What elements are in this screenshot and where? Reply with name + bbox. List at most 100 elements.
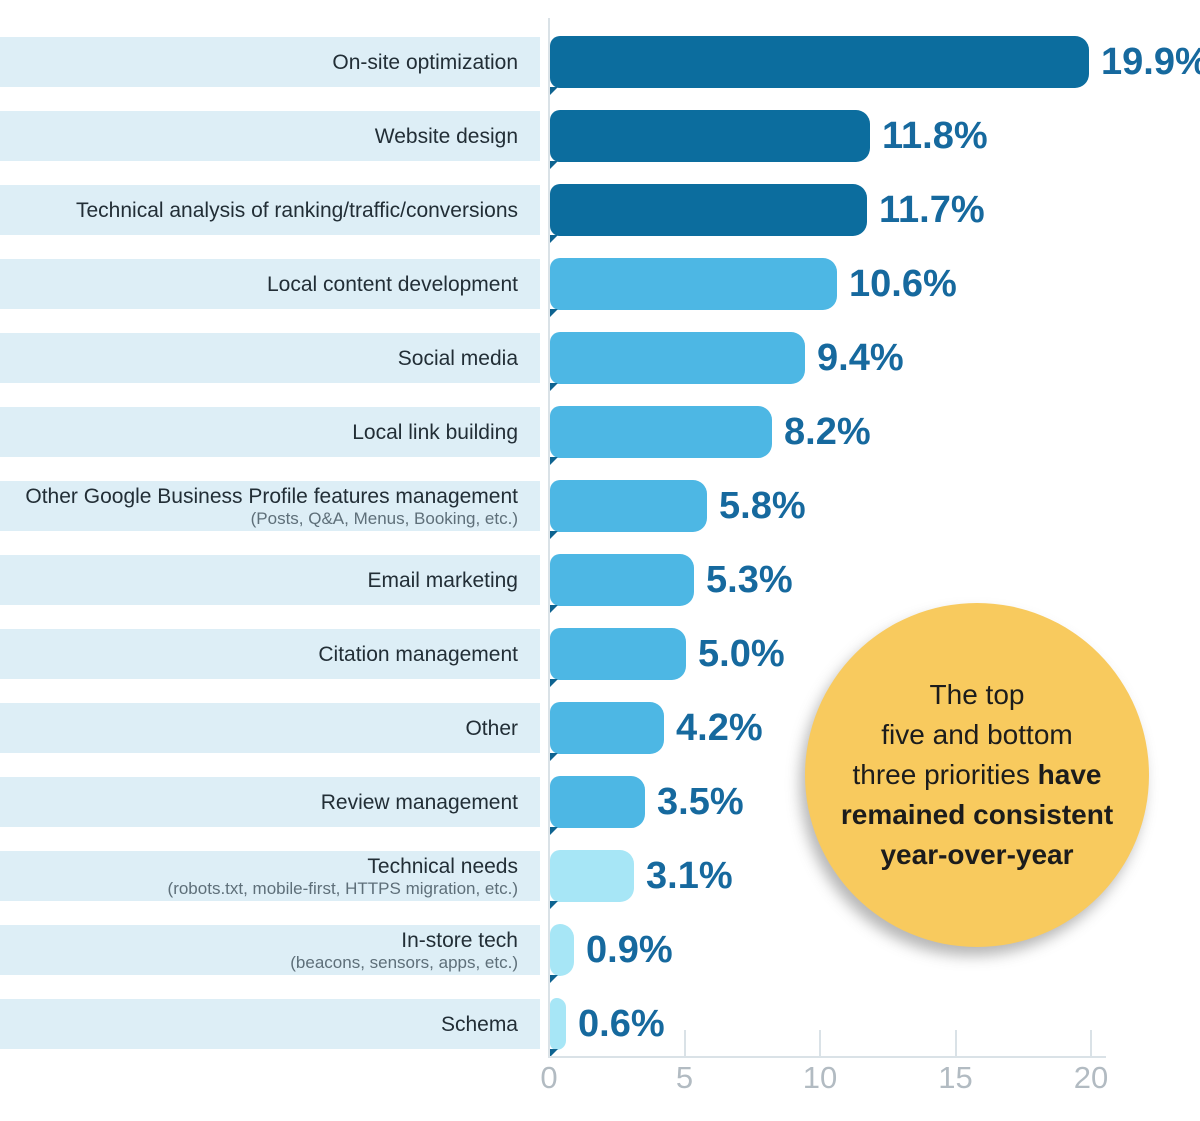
bar-tail-icon — [550, 1049, 558, 1057]
category-label-band: Local link building — [0, 407, 540, 457]
chart-row: Website design 11.8% — [0, 110, 1200, 169]
callout-line-3-regular: three priorities — [852, 759, 1038, 790]
x-axis-tick — [683, 1030, 686, 1056]
x-axis-tick — [819, 1030, 821, 1056]
y-axis-line — [548, 18, 550, 1058]
category-label-band: Schema — [0, 999, 540, 1049]
bar-tail-icon — [550, 531, 558, 539]
category-label-band: Other Google Business Profile features m… — [0, 481, 540, 531]
value-label: 10.6% — [849, 263, 957, 305]
bar-tail-icon — [550, 679, 558, 687]
value-label: 8.2% — [784, 411, 871, 453]
category-sublabel: (Posts, Q&A, Menus, Booking, etc.) — [250, 508, 518, 528]
category-label-band: Other — [0, 703, 540, 753]
bar-tail-icon — [550, 87, 558, 95]
callout-line-1: The top — [929, 679, 1025, 710]
callout-line-3-bold: have — [1037, 759, 1102, 790]
value-label: 5.3% — [706, 559, 793, 601]
callout-line-2: five and bottom — [881, 719, 1073, 750]
category-label: Schema — [440, 1012, 518, 1036]
category-label: Local content development — [266, 272, 518, 296]
category-label: Website design — [374, 124, 518, 148]
chart-row: Schema 0.6% — [0, 998, 1200, 1057]
bar-tail-icon — [550, 827, 558, 835]
category-label-band: Social media — [0, 333, 540, 383]
bar — [550, 924, 574, 983]
category-label-band: Website design — [0, 111, 540, 161]
x-axis-tick-label: 0 — [540, 1060, 558, 1095]
x-axis-tick-label: 20 — [1073, 1060, 1109, 1095]
category-label-band: Technical analysis of ranking/traffic/co… — [0, 185, 540, 235]
bar — [550, 36, 1089, 95]
value-label: 19.9% — [1101, 41, 1200, 83]
category-label: Other Google Business Profile features m… — [25, 484, 518, 508]
value-label: 0.9% — [586, 929, 673, 971]
category-label-band: Citation management — [0, 629, 540, 679]
bar-tail-icon — [550, 901, 558, 909]
bar — [550, 554, 694, 613]
category-label: Citation management — [318, 642, 518, 666]
callout-text: The top five and bottom three priorities… — [841, 675, 1113, 875]
chart-row: Other 4.2% — [0, 702, 1200, 761]
chart-row: Technical needs (robots.txt, mobile-firs… — [0, 850, 1200, 909]
bar-tail-icon — [550, 383, 558, 391]
value-label: 3.1% — [646, 855, 733, 897]
chart-row: In-store tech (beacons, sensors, apps, e… — [0, 924, 1200, 983]
category-label: On-site optimization — [332, 50, 518, 74]
category-label: Technical needs — [367, 854, 518, 878]
bar — [550, 850, 634, 909]
value-label: 0.6% — [578, 1003, 665, 1045]
chart-row: Citation management 5.0% — [0, 628, 1200, 687]
category-label-band: Technical needs (robots.txt, mobile-firs… — [0, 851, 540, 901]
bar-tail-icon — [550, 161, 558, 169]
value-label: 3.5% — [657, 781, 744, 823]
category-label: In-store tech — [401, 928, 518, 952]
category-label: Technical analysis of ranking/traffic/co… — [76, 198, 518, 222]
category-label: Other — [465, 716, 518, 740]
bar — [550, 628, 686, 687]
category-label: Local link building — [352, 420, 518, 444]
x-axis-tick-label: 5 — [675, 1060, 694, 1095]
x-axis-tick-label: 15 — [938, 1060, 973, 1095]
category-label-band: On-site optimization — [0, 37, 540, 87]
category-label-band: Local content development — [0, 259, 540, 309]
bar — [550, 480, 707, 539]
bar-tail-icon — [550, 975, 558, 983]
bar — [550, 776, 645, 835]
bar-tail-icon — [550, 753, 558, 761]
chart-row: Technical analysis of ranking/traffic/co… — [0, 184, 1200, 243]
category-label-band: Email marketing — [0, 555, 540, 605]
category-sublabel: (beacons, sensors, apps, etc.) — [290, 952, 518, 972]
bar — [550, 258, 837, 317]
x-axis-line — [548, 1056, 1106, 1058]
chart-row: Local content development 10.6% — [0, 258, 1200, 317]
value-label: 5.0% — [698, 633, 785, 675]
value-label: 9.4% — [817, 337, 904, 379]
bar — [550, 702, 664, 761]
x-axis-tick — [954, 1030, 957, 1056]
bar-tail-icon — [550, 605, 558, 613]
callout-circle: The top five and bottom three priorities… — [805, 603, 1149, 947]
value-label: 11.7% — [879, 189, 985, 231]
bar — [550, 184, 867, 243]
value-label: 4.2% — [676, 707, 763, 749]
chart-row: Review management 3.5% — [0, 776, 1200, 835]
bar — [550, 998, 566, 1057]
category-label: Social media — [397, 346, 518, 370]
chart-row: Email marketing 5.3% — [0, 554, 1200, 613]
bar-tail-icon — [550, 309, 558, 317]
chart-row: On-site optimization 19.9% — [0, 36, 1200, 95]
bar-tail-icon — [550, 457, 558, 465]
callout-line-4-bold: remained consistent — [840, 799, 1114, 830]
category-label: Email marketing — [367, 568, 518, 592]
x-axis-tick-label: 10 — [802, 1060, 838, 1095]
chart-row: Social media 9.4% — [0, 332, 1200, 391]
category-label-band: Review management — [0, 777, 540, 827]
category-label: Review management — [320, 790, 518, 814]
bar-tail-icon — [550, 235, 558, 243]
category-sublabel: (robots.txt, mobile-first, HTTPS migrati… — [167, 878, 518, 898]
bar — [550, 110, 870, 169]
bar — [550, 332, 805, 391]
value-label: 11.8% — [882, 115, 988, 157]
category-label-band: In-store tech (beacons, sensors, apps, e… — [0, 925, 540, 975]
